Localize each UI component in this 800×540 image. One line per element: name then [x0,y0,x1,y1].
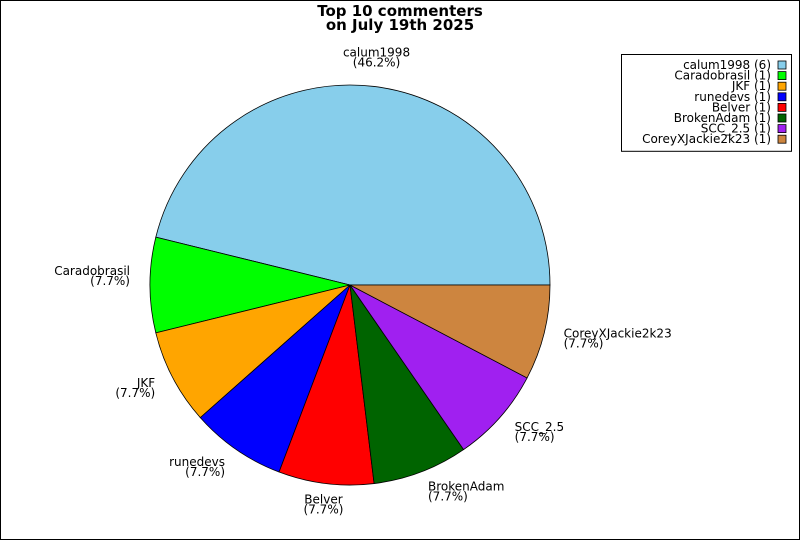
slice-label: CoreyXJackie2k23 [564,327,672,341]
pie-slice [278,284,375,486]
legend-swatch [777,134,787,144]
pie-slice [155,284,351,419]
legend-label: BrokenAdam (1) [674,111,771,125]
legend-swatch [777,71,787,80]
slice-value-label: (7.7%) [185,465,225,479]
legend-label: JKF (1) [731,79,771,93]
slice-label: SCC_2.5 [515,420,564,434]
legend-label: Belver (1) [712,100,771,114]
legend-label: Caradobrasil (1) [674,69,771,83]
pie-slice [349,284,551,379]
pie-slice [349,284,465,484]
slice-label: BrokenAdam [428,480,504,494]
legend-swatch [777,60,787,70]
pie-slice [349,284,528,451]
legend-swatch [777,124,787,133]
pie-slice [149,236,351,334]
slice-label: Belver [304,492,342,506]
slice-label: calum1998 [343,46,410,60]
slice-label: Caradobrasil [54,264,130,278]
slice-value-label: (7.7%) [515,430,555,444]
legend-swatch [777,92,787,102]
legend-label: calum1998 (6) [683,58,771,72]
slice-value-label: (7.7%) [115,386,155,400]
slice-value-label: (7.7%) [564,337,604,351]
chart-title: on July 19th 2025 [326,16,474,34]
legend-label: CoreyXJackie2k23 (1) [642,132,771,146]
slice-label: JKF [136,376,155,390]
slice-value-label: (7.7%) [304,502,344,516]
legend-swatch [777,103,787,112]
pie-slice [155,84,551,286]
slice-value-label: (7.7%) [90,274,130,288]
legend-swatch [777,113,787,123]
chart-title: Top 10 commenters [317,2,483,20]
pie-slice [199,284,351,473]
legend-box [621,54,792,152]
legend-swatch [777,81,787,91]
slice-value-label: (7.7%) [428,490,468,504]
legend-label: runedevs (1) [694,90,771,104]
slice-label: runedevs [169,455,225,469]
slice-value-label: (46.2%) [353,56,400,70]
legend-label: SCC_2.5 (1) [701,122,771,136]
